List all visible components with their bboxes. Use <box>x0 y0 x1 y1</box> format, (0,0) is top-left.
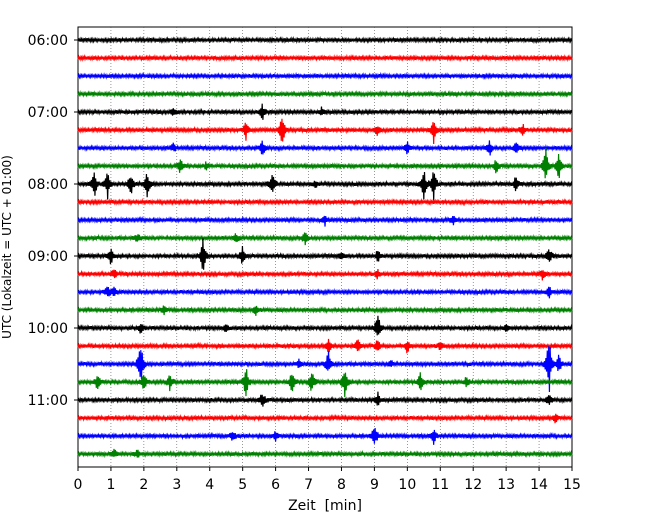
trace-1100 <box>77 391 573 407</box>
x-tick-label-15: 15 <box>563 477 581 493</box>
trace-0730 <box>77 140 573 156</box>
trace-1015 <box>77 338 573 354</box>
x-tick-label-7: 7 <box>304 477 313 493</box>
y-tick-label-0700: 07:00 <box>28 105 68 121</box>
trace-0830 <box>77 215 573 227</box>
y-axis-ticks: 06:00 07:00 08:00 09:00 10:00 11:00 <box>28 33 78 409</box>
trace-0900 <box>77 238 573 270</box>
x-tick-label-13: 13 <box>497 477 515 493</box>
trace-0630 <box>77 71 573 80</box>
x-axis-label: Zeit [min] <box>288 498 362 514</box>
trace-0930 <box>77 286 573 299</box>
y-tick-label-0600: 06:00 <box>28 33 68 49</box>
trace-0700 <box>77 103 573 120</box>
x-tick-label-5: 5 <box>238 477 247 493</box>
y-tick-label-0800: 08:00 <box>28 177 68 193</box>
trace-1045 <box>77 369 573 397</box>
trace-1000 <box>77 315 573 336</box>
x-tick-label-8: 8 <box>337 477 346 493</box>
x-tick-label-9: 9 <box>370 477 379 493</box>
plot-frame <box>77 26 573 468</box>
trace-0600 <box>77 35 573 45</box>
x-tick-label-6: 6 <box>271 477 280 493</box>
trace-1030 <box>77 346 573 392</box>
vertical-gridlines <box>110 27 540 467</box>
x-tick-label-3: 3 <box>172 477 181 493</box>
trace-0845 <box>77 232 573 246</box>
x-tick-label-4: 4 <box>205 477 214 493</box>
x-tick-label-2: 2 <box>139 477 148 493</box>
trace-group <box>77 35 573 459</box>
x-tick-label-11: 11 <box>431 477 449 493</box>
trace-0945 <box>77 305 573 316</box>
y-tick-label-1100: 11:00 <box>28 393 68 409</box>
x-axis-ticks: 0 1 2 3 4 5 6 7 8 9 10 11 12 13 14 15 <box>74 467 581 493</box>
trace-1115 <box>77 413 573 424</box>
x-tick-label-1: 1 <box>106 477 115 493</box>
trace-0915 <box>77 268 573 281</box>
y-tick-label-1000: 10:00 <box>28 321 68 337</box>
trace-1130 <box>77 427 573 445</box>
x-tick-label-12: 12 <box>464 477 482 493</box>
trace-0615 <box>77 53 573 63</box>
x-tick-label-14: 14 <box>530 477 548 493</box>
trace-0815 <box>77 197 573 207</box>
trace-0715 <box>77 118 573 145</box>
trace-0645 <box>77 89 573 99</box>
trace-0800 <box>77 171 573 201</box>
trace-0745 <box>77 147 573 179</box>
y-axis-label: UTC (Lokalzeit = UTC + 01:00) <box>0 155 14 339</box>
y-tick-label-0900: 09:00 <box>28 249 68 265</box>
x-tick-label-10: 10 <box>398 477 416 493</box>
x-tick-label-0: 0 <box>74 477 83 493</box>
trace-1145 <box>77 448 573 459</box>
